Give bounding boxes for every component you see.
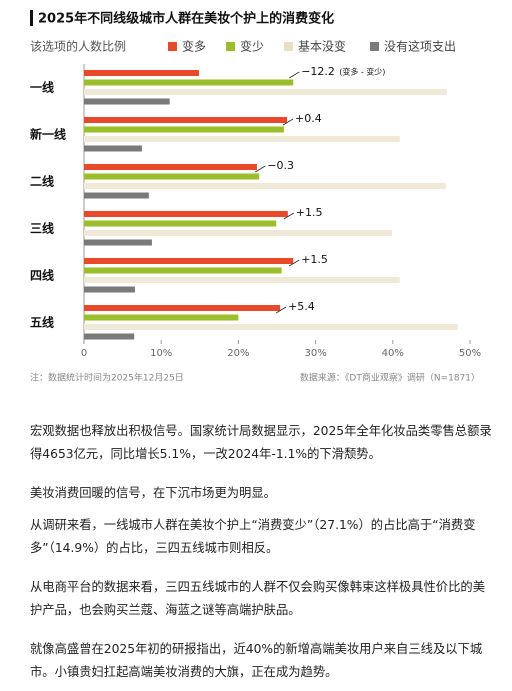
bar [84, 239, 152, 246]
category-label: 四线 [30, 268, 54, 283]
chart-subtitle: 该选项的人数比例 [30, 39, 126, 54]
bar [84, 164, 257, 170]
bar [84, 183, 447, 189]
bar [84, 314, 239, 321]
annotation: −12.2 [301, 65, 335, 78]
annotation: +5.4 [288, 300, 315, 313]
legend-swatch [168, 42, 177, 51]
legend-label: 变多 [182, 39, 206, 54]
category-label: 三线 [30, 221, 54, 236]
legend-swatch [370, 42, 379, 51]
paragraph: 从调研来看，一线城市人群在美妆个护上“消费变少”（27.1%）的占比高于“消费变… [30, 518, 476, 555]
annotation-arrow [288, 259, 300, 267]
legend-label: 变少 [240, 39, 264, 54]
bar [84, 173, 260, 180]
title-marker [30, 10, 33, 26]
annotation: +1.5 [296, 206, 323, 219]
bar [84, 333, 135, 340]
x-tick-label: 30% [304, 348, 326, 359]
paragraph: 就像高盛曾在2025年初的研报指出，近40%的新增高端美妆用户来自三线及以下城市… [30, 642, 483, 679]
bar [84, 70, 200, 76]
paragraph: 宏观数据也释放出积极信号。国家统计局数据显示，2025年全年化妆品类零售总额录得… [30, 424, 492, 461]
bar [84, 324, 458, 330]
bar [84, 286, 135, 293]
bar [84, 230, 393, 236]
bar [84, 277, 400, 283]
bar [84, 136, 400, 142]
x-tick-label: 20% [227, 348, 249, 359]
category-label: 五线 [30, 315, 54, 330]
legend-swatch [226, 42, 235, 51]
category-label: 二线 [30, 174, 54, 189]
legend-swatch [284, 42, 293, 51]
x-tick-label: 10% [150, 348, 172, 359]
annotation: +0.4 [295, 112, 322, 125]
legend-label: 基本没变 [298, 39, 346, 54]
category-label: 一线 [30, 80, 54, 95]
bar [84, 98, 170, 105]
annotation-arrow [254, 165, 266, 173]
legend-label: 没有这项支出 [384, 39, 456, 54]
annotation: +1.5 [301, 253, 328, 266]
bar [84, 258, 294, 264]
paragraph: 美妆消费回暖的信号，在下沉市场更为明显。 [30, 486, 276, 500]
bar [84, 211, 288, 217]
bar [84, 267, 282, 274]
paragraph: 从电商平台的数据来看，三四五线城市的人群不仅会购买像韩束这样极具性价比的美护产品… [30, 580, 485, 617]
bar [84, 220, 277, 227]
bar [84, 305, 281, 311]
annotation-arrow [275, 306, 287, 314]
annotation-arrow [282, 118, 294, 126]
annotation-arrow [283, 212, 295, 220]
bar [84, 117, 288, 123]
annotation-arrow [288, 71, 300, 79]
annotation: −0.3 [267, 159, 294, 172]
bar [84, 89, 447, 95]
category-label: 新一线 [30, 127, 66, 142]
chart-source: 数据来源：《DT商业观察》调研（N=1871） [300, 372, 480, 384]
chart-note: 注：数据统计时间为2025年12月25日 [30, 372, 184, 384]
chart-title: 2025年不同线级城市人群在美妆个护上的消费变化 [38, 11, 334, 27]
x-tick-label: 40% [382, 348, 404, 359]
bar [84, 79, 294, 86]
bar [84, 192, 149, 199]
x-tick-label: 50% [459, 348, 481, 359]
annotation-note: (变多 - 变少) [339, 67, 385, 77]
x-tick-label: 0 [81, 348, 87, 359]
bar [84, 126, 284, 133]
bar [84, 145, 142, 152]
chart: 2025年不同线级城市人群在美妆个护上的消费变化 该选项的人数比例 注：数据统计… [30, 10, 481, 384]
